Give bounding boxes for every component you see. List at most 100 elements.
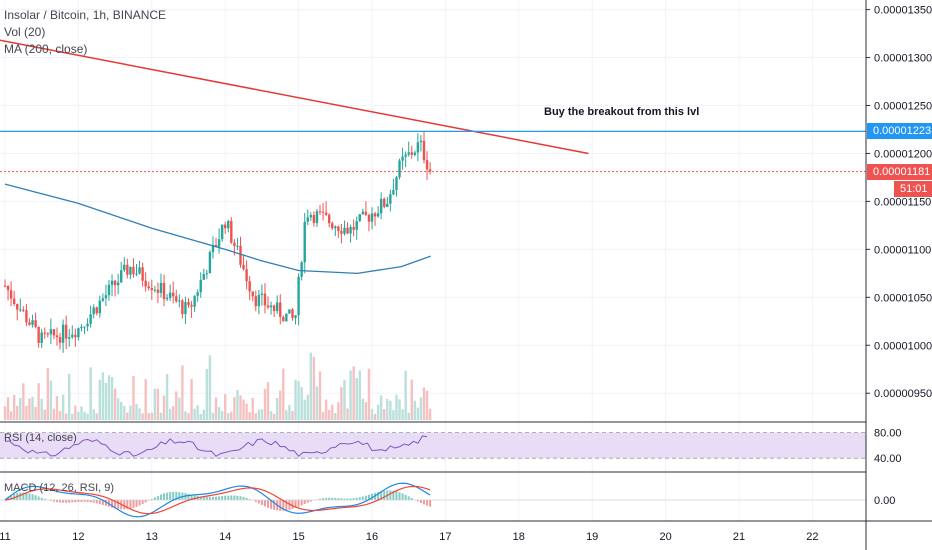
- candle: [77, 327, 80, 341]
- candle: [383, 197, 386, 209]
- time-tick-label: 18: [513, 531, 525, 543]
- volume-bar: [337, 402, 340, 420]
- volume-bar: [352, 366, 355, 420]
- candle: [178, 294, 181, 308]
- time-tick-label: 14: [219, 531, 231, 543]
- candle: [138, 260, 141, 275]
- volume-bar: [401, 409, 404, 420]
- candle: [181, 298, 184, 319]
- candle: [202, 268, 205, 280]
- volume-bar: [43, 409, 46, 420]
- candle: [199, 272, 202, 298]
- time-axis[interactable]: 11 12 13 14 15 16 17 18 19 20 21 22: [0, 531, 819, 543]
- candle: [370, 207, 374, 230]
- rsi-title[interactable]: RSI (14, close): [4, 432, 77, 444]
- macd-title[interactable]: MACD (12, 26, RSI, 9): [4, 482, 115, 494]
- volume-bar: [12, 394, 16, 420]
- time-tick-label: 19: [586, 531, 598, 543]
- candle: [31, 314, 34, 328]
- volume-bar: [92, 409, 95, 420]
- candle: [58, 332, 62, 350]
- candle: [251, 291, 254, 302]
- candle: [303, 212, 306, 274]
- candle: [297, 273, 300, 326]
- volume-bar: [389, 400, 392, 420]
- volume-bar: [162, 395, 166, 420]
- candle: [224, 221, 227, 234]
- volume-bar: [95, 413, 98, 420]
- trendline[interactable]: [0, 39, 589, 155]
- candle: [147, 281, 150, 291]
- candle: [407, 141, 410, 157]
- volume-bar: [187, 413, 190, 420]
- candlestick-series[interactable]: [3, 131, 432, 353]
- volume-bar: [22, 383, 25, 420]
- volume-bar: [150, 412, 153, 420]
- volume-bar: [193, 408, 196, 420]
- candle: [389, 189, 392, 212]
- volume-bar: [25, 405, 28, 420]
- volume-bar: [110, 377, 114, 420]
- volume-bar: [83, 411, 86, 420]
- price-axis[interactable]: 0.00001350 0.00001300 0.00001250 0.00001200…: [866, 5, 932, 401]
- candle: [419, 134, 423, 152]
- volume-bar: [257, 409, 261, 420]
- candle: [116, 273, 120, 295]
- volume-bar: [425, 390, 429, 420]
- candle: [288, 309, 291, 314]
- volume-bar: [367, 368, 371, 420]
- countdown-tag: 51:01: [894, 180, 932, 197]
- volume-bar: [269, 411, 273, 420]
- symbol-legend[interactable]: Insolar / Bitcoin, 1h, BINANCE: [4, 8, 167, 22]
- volume-bar: [19, 397, 22, 420]
- volume-bar: [321, 412, 325, 420]
- breakout-annotation[interactable]: Buy the breakout from this lvl: [544, 106, 700, 118]
- candle: [315, 208, 319, 228]
- candle: [275, 295, 279, 314]
- volume-bar: [224, 394, 227, 420]
- candle: [120, 261, 123, 283]
- volume-bar: [419, 397, 423, 420]
- volume-bar: [263, 388, 267, 420]
- ma-legend[interactable]: MA (200, close): [4, 42, 88, 56]
- volume-bar: [364, 402, 368, 420]
- candle: [86, 318, 89, 332]
- volume-bar: [175, 391, 178, 420]
- candle: [98, 295, 102, 318]
- volume-bar: [104, 382, 108, 420]
- candle: [334, 225, 337, 237]
- candle: [254, 290, 257, 312]
- candle: [248, 276, 251, 301]
- candle: [346, 222, 349, 235]
- price-tick-label: 0.00000950: [874, 388, 932, 400]
- volume-bar: [361, 398, 365, 420]
- volume-bar: [116, 398, 120, 420]
- candle: [74, 328, 77, 347]
- candle: [352, 219, 355, 237]
- candle: [337, 225, 340, 238]
- volume-bar: [159, 412, 163, 420]
- volume-bar: [398, 399, 401, 420]
- candle: [175, 289, 178, 303]
- candle: [282, 315, 285, 322]
- volume-bar: [230, 411, 233, 420]
- volume-bar: [202, 409, 205, 420]
- volume-bar: [61, 394, 65, 420]
- time-tick-label: 20: [659, 531, 671, 543]
- volume-bar: [349, 370, 352, 420]
- candle: [19, 298, 22, 312]
- price-tick-label: 0.00001150: [874, 196, 931, 208]
- candle: [245, 260, 248, 290]
- volume-legend[interactable]: Vol (20): [4, 25, 46, 39]
- volume-bar: [74, 405, 77, 420]
- candle: [263, 283, 267, 314]
- volume-bar: [190, 378, 193, 420]
- volume-bar: [98, 379, 102, 420]
- volume-bar: [132, 375, 135, 420]
- volume-bar: [64, 413, 68, 420]
- volume-bar: [55, 396, 59, 420]
- signal-line: [4, 485, 431, 515]
- volume-bar: [49, 380, 53, 420]
- moving-average-line: [4, 183, 431, 274]
